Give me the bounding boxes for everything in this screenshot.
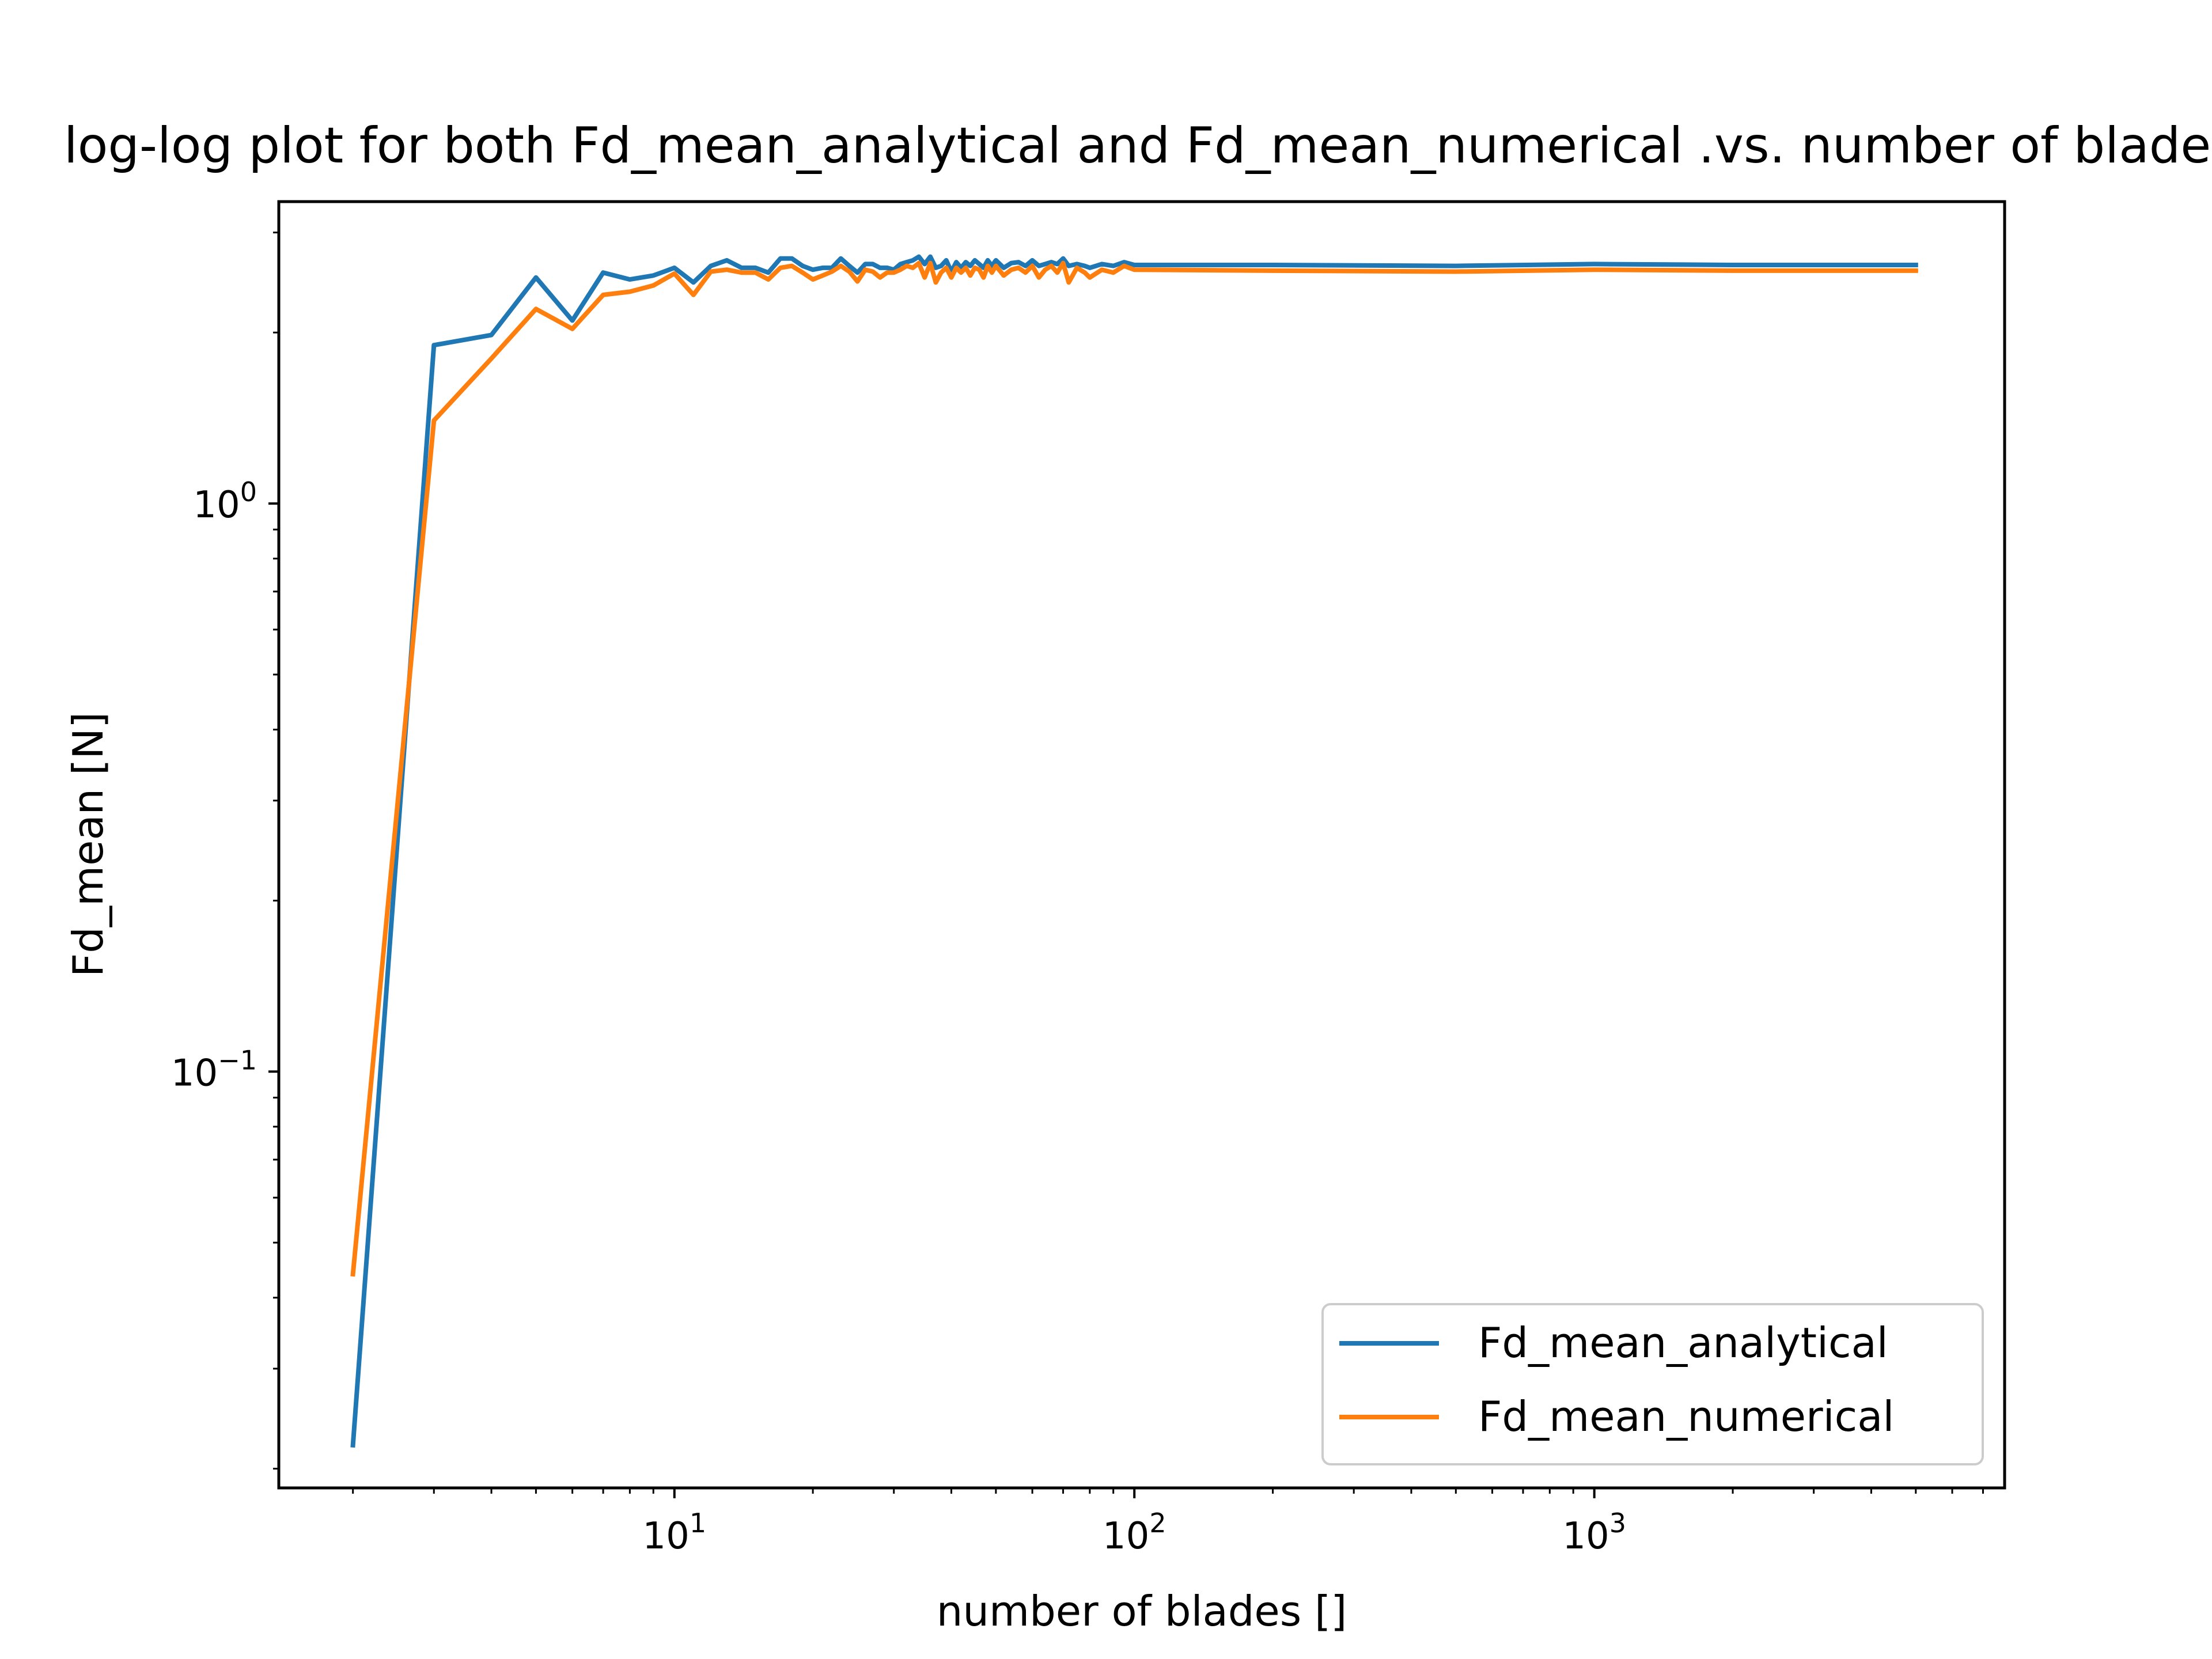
legend: Fd_mean_analytical Fd_mean_numerical [1321, 1303, 1984, 1465]
legend-box [1321, 1303, 1984, 1465]
y-tick-label: 100 [193, 476, 257, 527]
x-axis-label: number of blades [] [937, 1587, 1347, 1635]
x-axis: 101 102 103 [352, 1488, 1984, 1558]
x-tick-label: 103 [1562, 1508, 1626, 1558]
legend-label-numerical: Fd_mean_numerical [1478, 1392, 1894, 1441]
series-line-0 [350, 254, 1918, 1448]
chart-title: log-log plot for both Fd_mean_analytical… [64, 117, 2212, 175]
legend-label-analytical: Fd_mean_analytical [1478, 1319, 1888, 1367]
plot-frame [277, 200, 2006, 1490]
x-tick-label: 101 [642, 1508, 706, 1558]
y-tick-label: 10−1 [171, 1044, 257, 1094]
plot-lines [350, 254, 1918, 1448]
series-line-1 [350, 260, 1918, 1277]
y-axis: 100 10−1 [171, 232, 279, 1470]
y-axis-label: Fd_mean [N] [64, 712, 112, 977]
x-tick-label: 102 [1103, 1508, 1166, 1558]
